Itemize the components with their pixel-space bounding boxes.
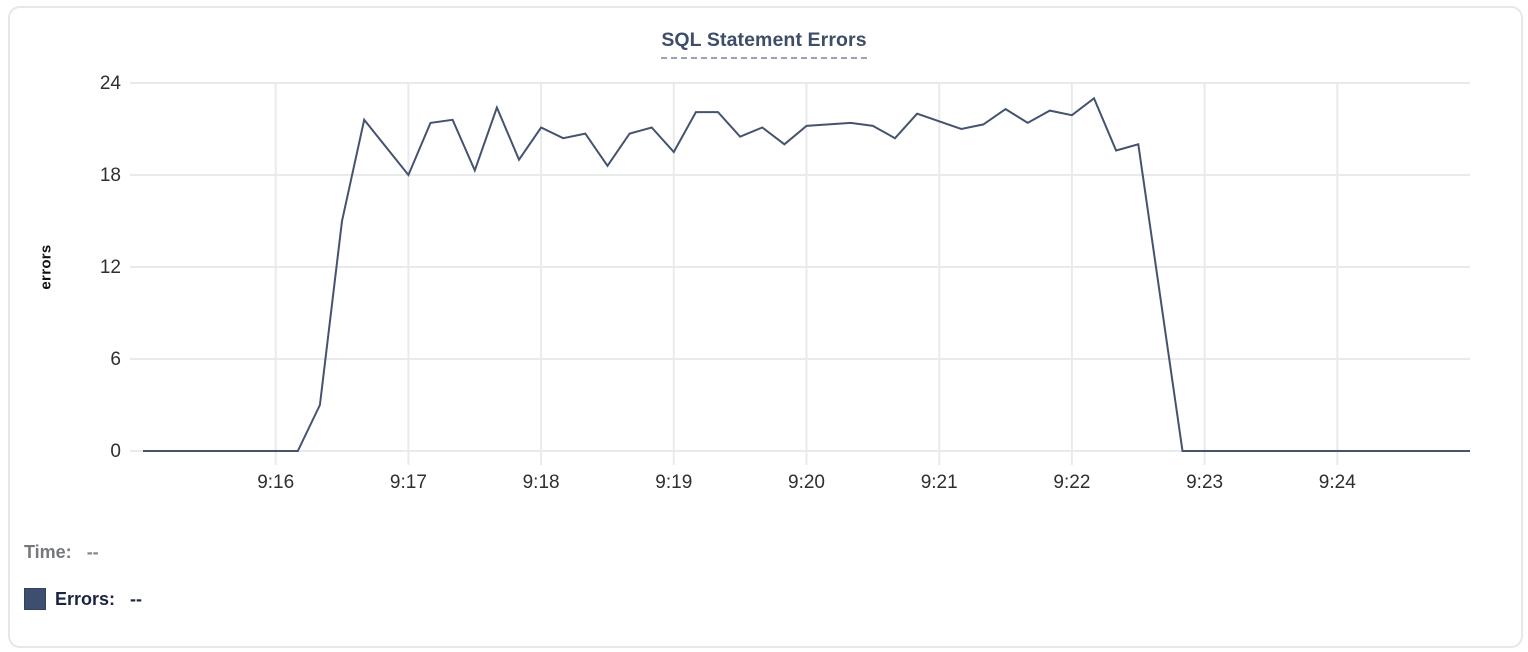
x-tick-label: 9:19 [655,472,692,493]
x-tick-label: 9:22 [1053,472,1090,493]
tooltip-time-label: Time: [24,542,72,562]
y-tick-label: 6 [110,349,121,370]
plot-hover-area[interactable] [143,83,1470,451]
tooltip-time-value: -- [86,542,99,562]
y-axis-title: errors [37,244,55,290]
errors-series-line [143,96,1470,452]
x-tick-label: 9:23 [1186,472,1223,493]
y-tick-label: 18 [100,165,121,186]
tooltip-time-row: Time: -- [24,542,99,563]
x-tick-label: 9:21 [921,472,958,493]
legend-item-errors[interactable]: Errors: -- [24,588,142,610]
x-tick-label: 9:18 [523,472,560,493]
legend-errors-value: -- [130,588,143,609]
chart-title-row: SQL Statement Errors [0,29,1528,59]
x-tick-label: 9:24 [1319,472,1356,493]
y-tick-label: 12 [100,257,121,278]
x-tick-label: 9:20 [788,472,825,493]
axis-tick-labels: 0 6 12 18 24 9:16 9:17 9:18 9:19 9:20 9:21 9:22 9:23… [100,73,1356,493]
chart-card [8,6,1523,648]
legend-errors-label: Errors: [55,588,116,609]
y-tick-label: 24 [100,73,122,94]
y-tick-label: 0 [110,441,121,462]
x-tick-label: 9:16 [257,472,294,493]
errors-series-swatch-icon [24,588,46,610]
x-tick-label: 9:17 [390,472,427,493]
chart-title-link[interactable]: SQL Statement Errors [661,29,867,59]
